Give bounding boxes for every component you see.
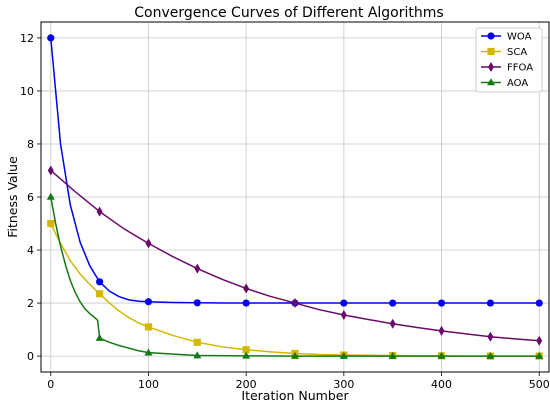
y-tick-label: 4 <box>27 244 34 257</box>
data-point-ffoa <box>340 309 347 320</box>
y-axis-label: Fitness Value <box>5 156 20 238</box>
y-tick-label: 2 <box>27 297 34 310</box>
data-point-aoa <box>242 351 251 359</box>
data-point-aoa <box>486 351 495 359</box>
series-woa <box>47 34 543 307</box>
legend-marker <box>487 47 495 56</box>
y-tick-label: 6 <box>27 191 34 204</box>
data-point-aoa <box>291 351 299 359</box>
x-tick-label: 200 <box>236 378 257 391</box>
series-aoa <box>46 192 544 359</box>
data-point-ffoa <box>194 263 201 274</box>
data-point-woa <box>47 34 55 42</box>
grid <box>41 22 549 372</box>
series-line-woa <box>50 37 540 304</box>
data-point-aoa <box>144 348 153 356</box>
data-point-ffoa <box>389 318 396 329</box>
legend-marker <box>488 62 494 72</box>
data-point-woa <box>340 299 348 307</box>
axis-ticks: 0 100 200 300 400 500 0 2 4 6 8 10 12 <box>20 32 550 391</box>
series-layer <box>46 34 544 360</box>
x-tick-label: 500 <box>529 378 550 391</box>
legend-item-ffoa: FFOA <box>481 62 533 74</box>
data-point-aoa <box>535 351 544 359</box>
data-point-aoa <box>95 333 104 341</box>
data-point-woa <box>144 298 153 306</box>
data-point-sca <box>96 290 104 298</box>
data-point-ffoa <box>292 298 298 309</box>
data-point-woa <box>193 299 201 307</box>
legend-item-woa: WOA <box>481 32 532 43</box>
data-point-aoa <box>193 351 202 359</box>
legend-item-sca: SCA <box>481 47 527 58</box>
data-point-sca <box>47 219 55 228</box>
data-point-ffoa <box>145 238 152 249</box>
y-tick-label: 0 <box>27 350 34 363</box>
legend-item-aoa: AOA <box>481 78 528 89</box>
data-point-ffoa <box>438 325 445 336</box>
data-point-ffoa <box>47 165 54 176</box>
x-tick-label: 300 <box>333 378 354 391</box>
data-point-aoa <box>437 351 446 359</box>
legend-marker <box>487 32 495 40</box>
chart-title: Convergence Curves of Different Algorith… <box>134 5 443 21</box>
data-point-ffoa <box>487 331 494 342</box>
legend-label: FFOA <box>507 63 533 74</box>
data-point-sca <box>242 346 250 354</box>
data-point-woa <box>242 299 250 307</box>
data-point-ffoa <box>536 335 543 346</box>
x-tick-label: 400 <box>431 378 452 391</box>
y-tick-label: 8 <box>27 138 34 151</box>
data-point-aoa <box>46 192 55 200</box>
data-point-woa <box>389 299 397 307</box>
legend-box <box>475 27 543 93</box>
x-tick-label: 100 <box>138 378 159 391</box>
data-point-woa <box>437 299 446 307</box>
data-point-ffoa <box>243 283 250 294</box>
data-point-woa <box>535 299 543 307</box>
legend-marker <box>487 78 495 86</box>
legend-label: AOA <box>507 78 528 89</box>
data-point-aoa <box>339 351 348 359</box>
y-tick-label: 10 <box>20 85 34 98</box>
data-point-ffoa <box>96 206 103 217</box>
series-ffoa <box>47 165 543 346</box>
legend: WOA SCA FFOA AOA <box>475 27 543 93</box>
data-point-woa <box>96 278 104 286</box>
data-point-sca <box>193 338 201 346</box>
x-axis-label: Iteration Number <box>241 388 349 403</box>
data-point-woa <box>486 299 494 307</box>
data-point-aoa <box>388 351 397 359</box>
y-tick-label: 12 <box>20 32 34 45</box>
legend-label: WOA <box>507 32 532 43</box>
legend-label: SCA <box>507 47 527 58</box>
x-tick-label: 0 <box>47 378 54 391</box>
data-point-sca <box>144 323 153 331</box>
